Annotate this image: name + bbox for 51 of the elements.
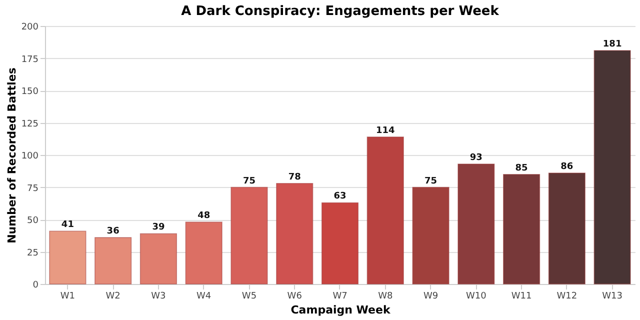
x-tick-label: W13 (602, 292, 622, 302)
x-axis-title: Campaign Week (290, 304, 391, 316)
bar (140, 233, 178, 284)
data-label: 86 (560, 162, 574, 172)
y-tick-label: 200 (21, 22, 39, 32)
data-label: 36 (106, 226, 120, 237)
x-tick-label: W3 (151, 292, 166, 302)
data-label: 114 (376, 126, 395, 136)
x-tick-label: W7 (332, 292, 348, 302)
bar (548, 172, 586, 284)
x-tick-label: W6 (287, 292, 302, 302)
x-tick-label: W1 (60, 292, 76, 302)
y-tick-label: 175 (21, 54, 38, 65)
x-tick-label: W5 (242, 292, 257, 302)
bar (276, 182, 314, 284)
bar (594, 50, 631, 284)
data-label: 39 (152, 222, 165, 233)
data-label: 78 (288, 172, 301, 182)
x-tick-label: W11 (511, 292, 532, 302)
data-label: 93 (470, 153, 482, 164)
data-label: 85 (515, 163, 528, 174)
x-tick-label: W10 (466, 292, 487, 302)
bar (366, 136, 404, 284)
y-axis-title: Number of Recorded Battles (5, 67, 18, 244)
y-tick-label: 50 (27, 216, 39, 226)
x-tick-label: W12 (556, 292, 578, 302)
x-tick-label: W9 (423, 292, 438, 302)
y-tick-label: 125 (21, 119, 38, 130)
bar (49, 230, 86, 284)
x-tick-label: W2 (106, 292, 120, 302)
y-tick-label: 0 (32, 280, 39, 290)
data-label: 181 (602, 40, 622, 50)
bar (321, 202, 359, 284)
y-tick-label: 150 (21, 87, 39, 97)
y-tick-label: 100 (21, 152, 39, 162)
x-tick-label: W8 (378, 292, 393, 302)
y-tick-label: 75 (27, 184, 38, 194)
chart-title: A Dark Conspiracy: Engagements per Week (181, 4, 500, 19)
bar (502, 174, 540, 284)
data-label: 75 (424, 176, 438, 186)
bar (230, 186, 268, 284)
data-label: 63 (334, 192, 346, 202)
bar (412, 186, 450, 284)
data-label: 75 (242, 176, 256, 186)
data-label: 41 (61, 220, 74, 230)
bar (458, 164, 495, 284)
x-tick-label: W4 (196, 292, 212, 302)
y-tick-label: 25 (27, 248, 38, 258)
bar (94, 237, 132, 284)
data-label: 48 (198, 211, 210, 222)
bar (185, 222, 222, 284)
